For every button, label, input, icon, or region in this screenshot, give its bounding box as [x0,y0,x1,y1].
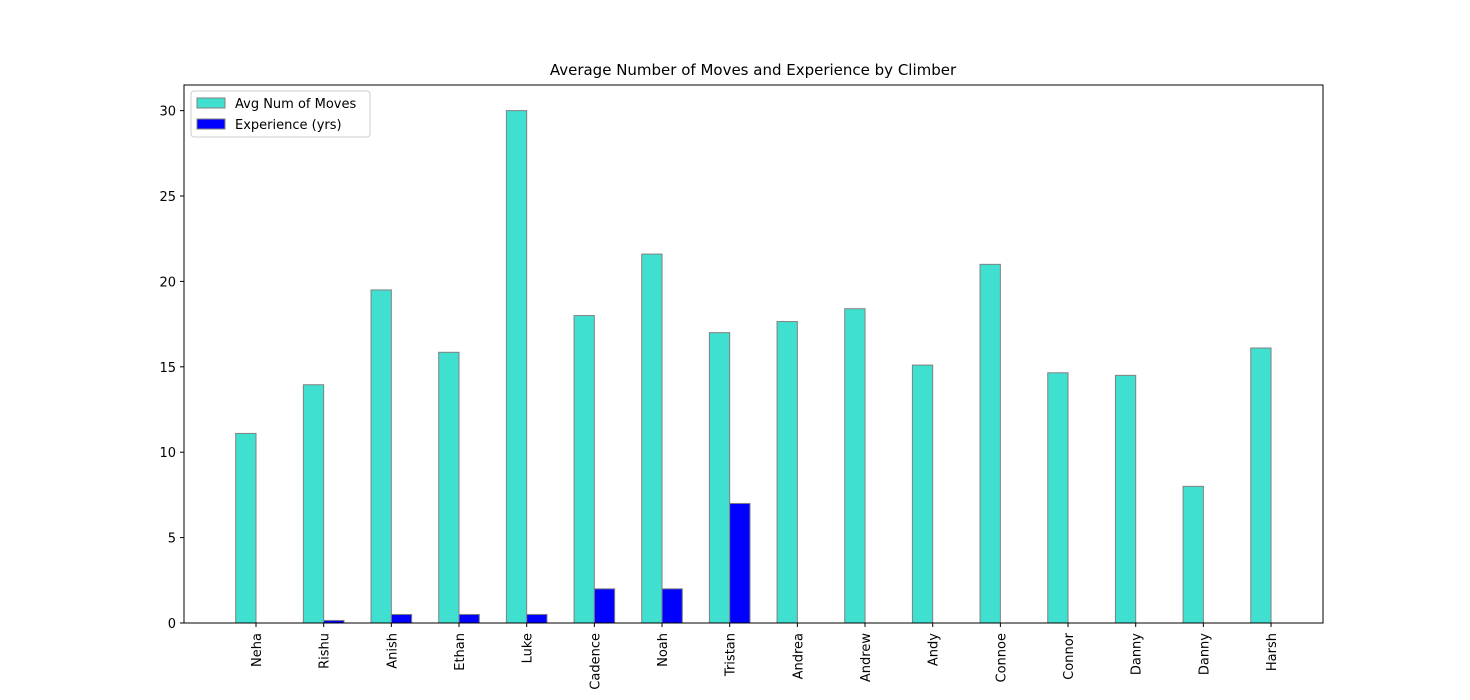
legend-label: Avg Num of Moves [235,97,356,112]
bar [302,384,325,624]
x-tick-label: Andy [927,633,942,666]
y-tick-label: 5 [168,532,176,547]
bar [573,315,595,624]
x-tick-label: Harsh [1265,633,1280,671]
x-tick-label: Danny [1197,633,1212,675]
x-tick-label: Cadence [588,633,603,690]
legend-label: Experience (yrs) [235,118,342,133]
bar [776,321,798,624]
bar [1182,485,1204,624]
bar [729,502,751,624]
y-tick-label: 0 [168,617,176,632]
x-tick-label: Neha [250,633,265,667]
bar [235,432,257,624]
bar [979,263,1001,624]
y-tick-label: 10 [159,446,176,461]
x-tick-label: Danny [1130,633,1145,675]
bar [1114,374,1137,624]
x-tick-label: Tristan [724,633,739,677]
bar [526,613,548,624]
x-tick-label: Rishu [318,633,333,669]
x-tick-label: Connor [1062,632,1077,679]
bar [438,351,460,624]
x-tick-label: Andrew [859,633,874,682]
bar [593,588,616,624]
y-tick-label: 15 [159,361,176,376]
legend-swatch [196,97,226,109]
y-tick-label: 20 [159,275,176,290]
bar [708,332,731,624]
chart-title: Average Number of Moves and Experience b… [550,61,957,79]
bar [661,588,683,624]
x-tick-label: Ethan [453,633,468,671]
bar [1250,347,1272,624]
x-tick-label: Noah [656,633,671,667]
bar [390,613,413,624]
bar [370,289,392,624]
x-tick-label: Andrea [791,633,806,679]
x-tick-label: Luke [521,633,536,663]
y-tick-label: 25 [159,190,176,205]
bar [641,253,663,624]
plot-frame [183,84,1324,624]
bar [505,110,528,624]
bar [844,308,866,624]
legend-box [190,90,371,138]
legend-swatch [196,118,226,130]
bar [458,613,480,624]
bar [1047,372,1069,624]
x-tick-label: Anish [385,633,400,669]
x-tick-label: Connoe [994,633,1009,682]
bar [911,364,934,624]
y-tick-label: 30 [159,105,176,120]
